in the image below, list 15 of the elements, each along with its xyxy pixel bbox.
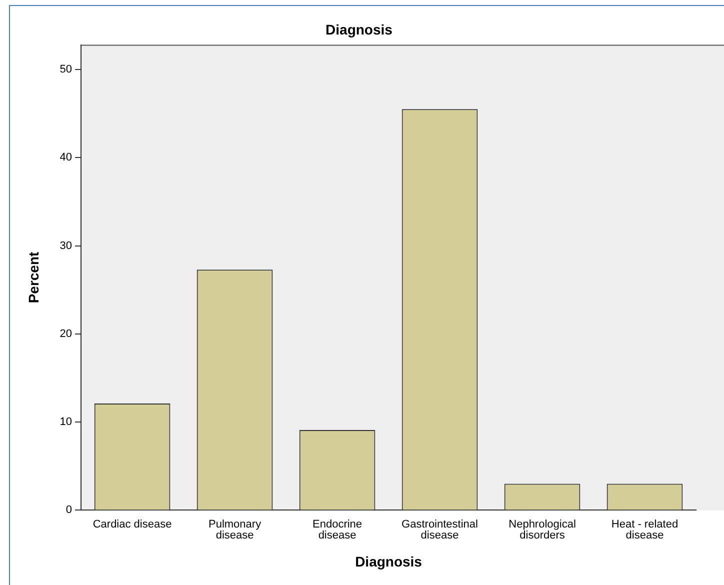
- x-axis-title: Diagnosis: [355, 553, 422, 570]
- y-tick-label: 10: [60, 416, 72, 428]
- y-tick-label: 30: [60, 240, 72, 252]
- x-tick-label: Heat - related disease: [611, 518, 678, 542]
- y-tick-label: 40: [60, 152, 72, 164]
- y-tick-label: 0: [66, 504, 72, 516]
- x-tick-label: Nephrological disorders: [508, 518, 576, 542]
- y-tick-label: 20: [60, 328, 72, 340]
- x-tick-label: Endocrine disease: [312, 518, 362, 542]
- y-tick-label: 50: [60, 64, 72, 76]
- chart-title: Diagnosis: [326, 21, 393, 38]
- x-tick-label: Gastrointestinal disease: [402, 518, 478, 542]
- y-axis-title: Percent: [25, 251, 42, 304]
- x-tick-label: Pulmonary disease: [208, 518, 262, 542]
- x-tick-label: Cardiac disease: [92, 518, 172, 531]
